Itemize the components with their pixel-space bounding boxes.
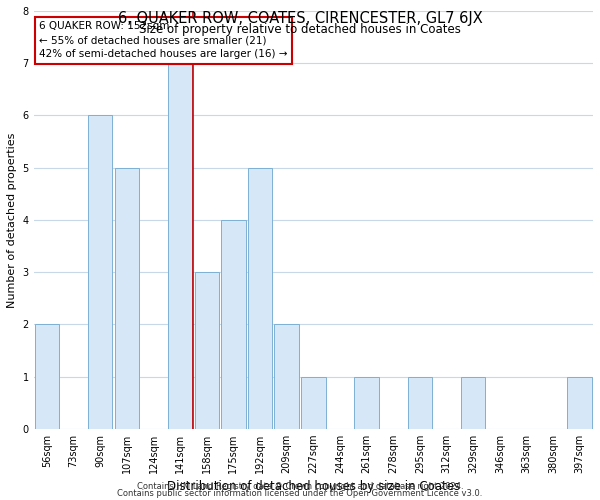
Bar [407,376,432,428]
Bar [301,376,326,428]
Text: Contains HM Land Registry data © Crown copyright and database right 2024.: Contains HM Land Registry data © Crown c… [137,482,463,491]
Bar [168,63,193,428]
Bar [35,324,59,428]
Bar [461,376,485,428]
Bar [88,116,112,428]
Bar [194,272,219,428]
Bar [568,376,592,428]
Bar [355,376,379,428]
X-axis label: Distribution of detached houses by size in Coates: Distribution of detached houses by size … [167,480,460,493]
Bar [221,220,245,428]
Bar [274,324,299,428]
Text: 6 QUAKER ROW: 152sqm
← 55% of detached houses are smaller (21)
42% of semi-detac: 6 QUAKER ROW: 152sqm ← 55% of detached h… [39,22,288,60]
Text: Contains public sector information licensed under the Open Government Licence v3: Contains public sector information licen… [118,489,482,498]
Text: 6, QUAKER ROW, COATES, CIRENCESTER, GL7 6JX: 6, QUAKER ROW, COATES, CIRENCESTER, GL7 … [118,11,482,26]
Text: Size of property relative to detached houses in Coates: Size of property relative to detached ho… [139,22,461,36]
Bar [115,168,139,428]
Bar [248,168,272,428]
Y-axis label: Number of detached properties: Number of detached properties [7,132,17,308]
